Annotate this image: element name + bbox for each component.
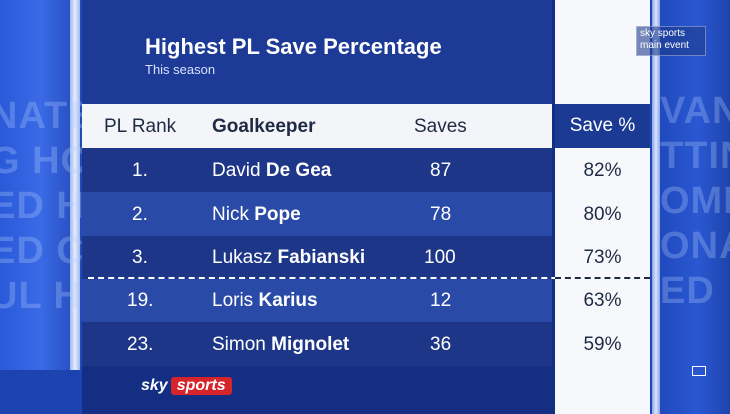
- logo-sports-text: sports: [170, 377, 232, 395]
- studio-light-stripe-left: [70, 0, 80, 414]
- goalkeeper-first-name: Loris: [212, 290, 254, 311]
- row-goalkeeper: Lukasz Fabianski: [212, 247, 365, 269]
- save-pct-column-bg: [555, 0, 650, 414]
- goalkeeper-last-name: Fabianski: [277, 247, 366, 268]
- graphic-subtitle: This season: [145, 62, 216, 77]
- table-row: [82, 192, 552, 236]
- goalkeeper-last-name: Pope: [254, 204, 301, 225]
- background-lettering: G HO: [0, 140, 92, 182]
- goalkeeper-last-name: Karius: [258, 290, 318, 311]
- logo-sky-text: sky: [141, 377, 168, 394]
- row-save-pct: 82%: [583, 160, 622, 181]
- table-row: [82, 279, 552, 323]
- row-goalkeeper: Nick Pope: [212, 204, 301, 226]
- column-header-save-pct-label: Save %: [569, 115, 636, 136]
- goalkeeper-first-name: Nick: [212, 204, 249, 225]
- row-saves: 36: [430, 334, 452, 355]
- row-saves: 87: [430, 160, 452, 181]
- row-rank: 1.: [132, 160, 148, 181]
- row-goalkeeper: Simon Mignolet: [212, 334, 349, 356]
- channel-bug-line1: sky sports: [640, 28, 686, 39]
- relegation-divider-dashed: [555, 277, 650, 279]
- channel-bug: sky sports main event: [636, 26, 706, 56]
- row-saves: 100: [424, 247, 456, 268]
- column-header-saves: Saves: [414, 116, 467, 137]
- row-save-pct: 59%: [583, 334, 622, 355]
- goalkeeper-first-name: Lukasz: [212, 247, 273, 268]
- row-save-pct: 73%: [583, 247, 622, 268]
- row-rank: 19.: [127, 290, 154, 311]
- table-row: [82, 322, 552, 366]
- goalkeeper-last-name: De Gea: [265, 160, 332, 181]
- studio-wall-right: [650, 0, 730, 414]
- studio-floor-left: [0, 370, 82, 414]
- graphic-header: [82, 0, 552, 104]
- channel-bug-line2: main event: [640, 40, 689, 51]
- goalkeeper-first-name: David: [212, 160, 261, 181]
- row-rank: 23.: [127, 334, 154, 355]
- row-goalkeeper: Loris Karius: [212, 290, 318, 312]
- column-header-goalkeeper: Goalkeeper: [212, 116, 316, 137]
- row-goalkeeper: David De Gea: [212, 160, 331, 182]
- row-save-pct: 80%: [583, 204, 622, 225]
- row-saves: 78: [430, 204, 452, 225]
- column-header-rank: PL Rank: [104, 116, 177, 137]
- background-lettering: ONA: [660, 225, 730, 267]
- background-lettering: OMP: [660, 180, 730, 222]
- subtitle-icon: [692, 366, 706, 376]
- relegation-divider-dashed: [88, 277, 648, 279]
- goalkeeper-last-name: Mignolet: [271, 334, 350, 355]
- studio-wall-left: [0, 0, 82, 414]
- table-row: [82, 236, 552, 280]
- graphic-title: Highest PL Save Percentage: [145, 34, 442, 59]
- sky-sports-logo: sky sports: [141, 376, 232, 396]
- row-rank: 2.: [132, 204, 148, 225]
- background-lettering: ED H: [0, 185, 85, 227]
- column-header-save-pct: Save %: [555, 104, 650, 148]
- row-rank: 3.: [132, 247, 148, 268]
- column-header-row: [82, 104, 552, 148]
- background-lettering: ED: [660, 270, 715, 312]
- goalkeeper-first-name: Simon: [212, 334, 266, 355]
- background-lettering: NATE: [0, 95, 95, 137]
- row-save-pct: 63%: [583, 290, 622, 311]
- table-row: [82, 148, 552, 192]
- row-saves: 12: [430, 290, 452, 311]
- studio-light-stripe-right: [652, 0, 660, 414]
- background-lettering: TTIN: [660, 135, 730, 177]
